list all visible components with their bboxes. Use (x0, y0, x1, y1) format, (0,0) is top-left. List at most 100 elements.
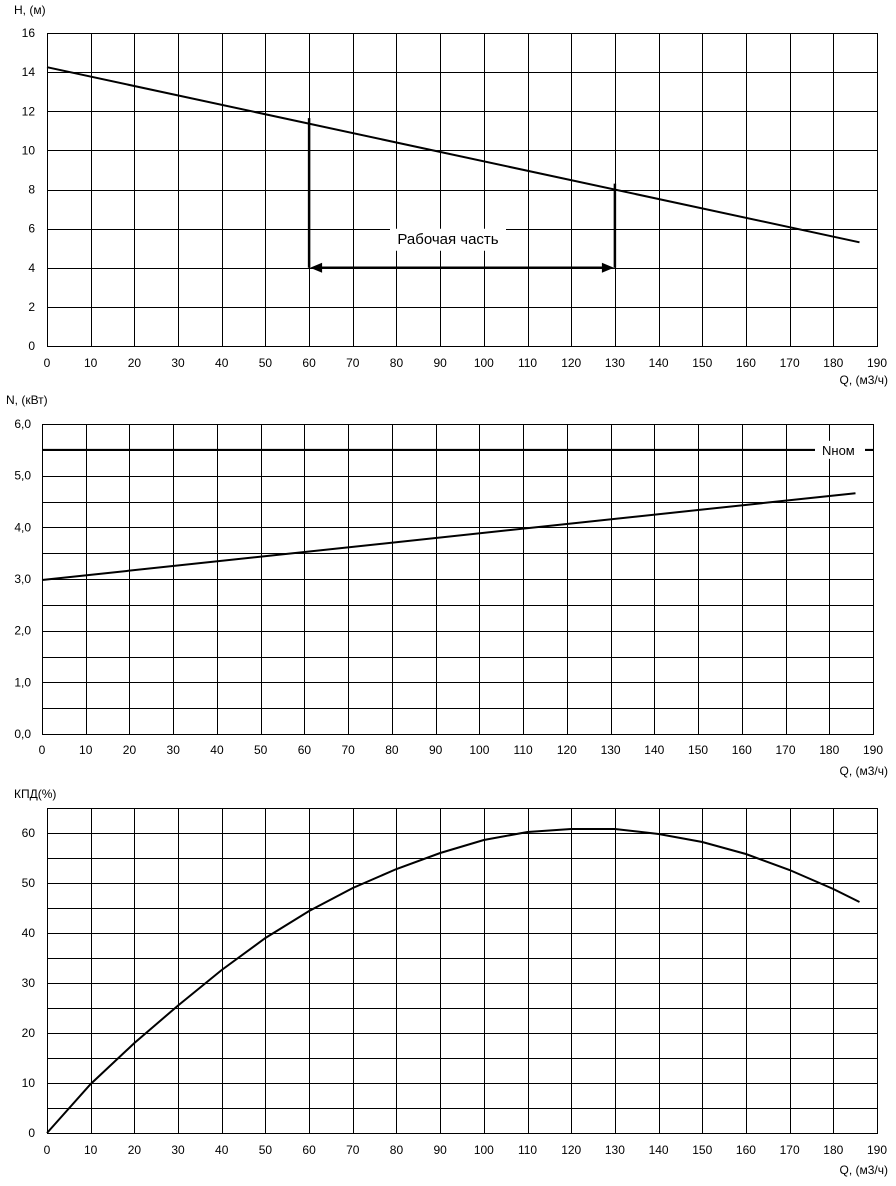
x-tick-label: 60 (302, 1143, 316, 1157)
plot-frame (47, 33, 878, 347)
y-tick-label: 10 (22, 1076, 36, 1090)
x-tick-label: 120 (561, 1143, 581, 1157)
power-chart-grid (42, 424, 874, 735)
nominal-power-label-background (815, 440, 865, 459)
x-tick-label: 100 (474, 356, 494, 370)
y-tick-label: 4,0 (14, 520, 31, 534)
working-range-label: Рабочая часть (397, 231, 498, 248)
x-tick-label: 10 (84, 1143, 98, 1157)
y-tick-label: 3,0 (14, 572, 31, 586)
x-tick-label: 140 (649, 356, 669, 370)
x-tick-label: 160 (736, 1143, 756, 1157)
x-tick-label: 190 (867, 356, 887, 370)
power-chart-x-axis-label: Q, (м3/ч) (839, 764, 888, 778)
working-range-label-background (390, 228, 506, 251)
x-tick-label: 0 (44, 1143, 51, 1157)
x-tick-label: 190 (867, 1143, 887, 1157)
y-tick-label: 0 (28, 339, 35, 353)
working-range-arrowhead-right (601, 262, 614, 273)
power-chart: N, (кВт) Q, (м3/ч) 0 10 20 30 40 50 60 70 80 90 10… (6, 393, 888, 778)
x-tick-label: 170 (776, 743, 796, 757)
x-tick-label: 0 (39, 743, 46, 757)
x-tick-label: 110 (514, 743, 533, 757)
y-tick-label: 60 (22, 826, 36, 840)
y-tick-label: 1,0 (14, 675, 31, 689)
x-tick-label: 40 (215, 1143, 229, 1157)
x-tick-label: 30 (171, 1143, 185, 1157)
efficiency-chart-y-ticks: 0 10 20 30 40 50 60 (22, 826, 36, 1140)
x-tick-label: 130 (605, 1143, 625, 1157)
power-chart-y-axis-label: N, (кВт) (6, 393, 48, 407)
head-chart-grid (47, 33, 878, 347)
x-tick-label: 30 (167, 743, 181, 757)
x-tick-label: 50 (259, 1143, 273, 1157)
x-tick-label: 0 (44, 356, 51, 370)
x-tick-label: 50 (254, 743, 268, 757)
x-tick-label: 120 (561, 356, 581, 370)
x-tick-label: 180 (823, 356, 843, 370)
y-tick-label: 16 (22, 26, 36, 40)
x-tick-label: 150 (692, 1143, 712, 1157)
x-tick-label: 20 (128, 1143, 142, 1157)
x-tick-label: 100 (474, 1143, 494, 1157)
y-tick-label: 12 (22, 104, 36, 118)
x-tick-label: 80 (385, 743, 399, 757)
x-tick-label: 50 (259, 356, 273, 370)
x-tick-label: 140 (649, 1143, 669, 1157)
plot-frame (47, 808, 878, 1134)
x-tick-label: 10 (84, 356, 98, 370)
x-tick-label: 90 (433, 1143, 447, 1157)
head-chart: H, (м) Q, (м3/ч) 0 10 20 30 40 50 60 70 80 90 100 1… (14, 3, 888, 387)
efficiency-chart-grid (47, 808, 878, 1134)
x-tick-label: 110 (518, 1143, 537, 1157)
x-tick-label: 170 (780, 1143, 800, 1157)
y-tick-label: 40 (22, 926, 36, 940)
x-tick-label: 160 (736, 356, 756, 370)
efficiency-chart: КПД(%) Q, (м3/ч) 0 10 20 30 40 50 60 70 80 90 100 1… (14, 787, 888, 1177)
power-chart-y-ticks: 0,0 1,0 2,0 3,0 4,0 5,0 6,0 (14, 417, 31, 741)
x-tick-label: 100 (469, 743, 489, 757)
x-tick-label: 130 (601, 743, 621, 757)
head-curve (46, 66, 860, 244)
x-tick-label: 80 (390, 1143, 404, 1157)
head-chart-x-axis-label: Q, (м3/ч) (839, 373, 888, 387)
working-range-arrowhead-left (310, 262, 323, 273)
x-tick-label: 70 (341, 743, 355, 757)
nominal-power-label: Nном (822, 443, 855, 458)
x-tick-label: 170 (780, 356, 800, 370)
y-tick-label: 2,0 (14, 624, 31, 638)
x-tick-label: 160 (732, 743, 752, 757)
x-tick-label: 60 (298, 743, 312, 757)
x-tick-label: 150 (688, 743, 708, 757)
x-tick-label: 190 (863, 743, 883, 757)
y-tick-label: 6,0 (14, 417, 31, 431)
x-tick-label: 20 (128, 356, 142, 370)
y-tick-label: 6 (28, 222, 35, 236)
x-tick-label: 130 (605, 356, 625, 370)
y-tick-label: 50 (22, 876, 36, 890)
x-tick-label: 150 (692, 356, 712, 370)
power-curve (41, 492, 856, 581)
head-chart-y-ticks: 0 2 4 6 8 10 12 14 16 (22, 26, 36, 353)
efficiency-chart-x-axis-label: Q, (м3/ч) (839, 1163, 888, 1177)
y-tick-label: 0 (28, 1126, 35, 1140)
x-tick-label: 10 (79, 743, 93, 757)
y-tick-label: 0,0 (14, 727, 31, 741)
y-tick-label: 5,0 (14, 469, 31, 483)
x-tick-label: 60 (302, 356, 316, 370)
y-tick-label: 14 (22, 65, 36, 79)
head-chart-x-ticks: 0 10 20 30 40 50 60 70 80 90 100 110 120 130 140 150 160… (44, 356, 888, 370)
y-tick-label: 20 (22, 1026, 36, 1040)
x-tick-label: 80 (390, 356, 404, 370)
x-tick-label: 90 (433, 356, 447, 370)
x-tick-label: 180 (823, 1143, 843, 1157)
x-tick-label: 140 (644, 743, 664, 757)
x-tick-label: 40 (210, 743, 224, 757)
efficiency-chart-x-ticks: 0 10 20 30 40 50 60 70 80 90 100 110 120 130 140 150 160… (44, 1143, 888, 1157)
x-tick-label: 120 (557, 743, 577, 757)
x-tick-label: 110 (518, 356, 537, 370)
x-tick-label: 70 (346, 1143, 360, 1157)
power-chart-x-ticks: 0 10 20 30 40 50 60 70 80 90 100 110 120 130 140 150 160… (39, 743, 884, 757)
x-tick-label: 30 (171, 356, 185, 370)
